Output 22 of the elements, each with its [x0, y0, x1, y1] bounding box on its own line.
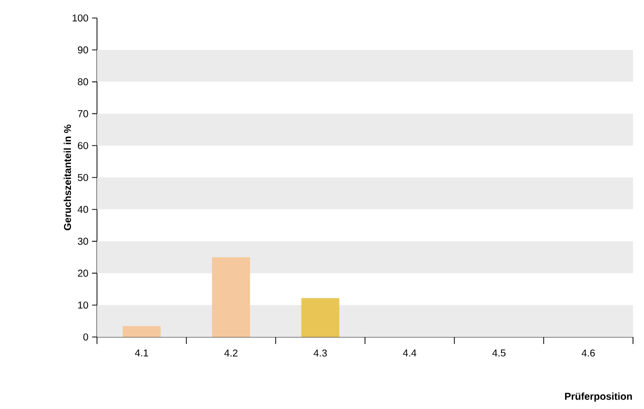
y-tick-label: 60: [78, 142, 88, 150]
bar: [301, 298, 340, 337]
x-tick-label: 4.1: [134, 349, 148, 356]
y-tick-label: 30: [78, 238, 88, 245]
bar: [212, 257, 250, 337]
y-axis-title: Geruchszeitanteil in %: [64, 124, 72, 230]
y-tick-label: 90: [78, 46, 88, 54]
y-tick-label: 40: [78, 206, 88, 213]
y-tick-label: 50: [78, 174, 88, 182]
x-tick-label: 4.2: [224, 349, 238, 356]
y-tick-label: 20: [78, 270, 88, 277]
y-tick-label: 0: [83, 333, 88, 341]
bar: [122, 326, 161, 337]
x-tick-label: 4.4: [402, 349, 416, 356]
x-tick-label: 4.5: [492, 349, 506, 356]
y-tick-label: 80: [78, 78, 88, 86]
x-axis-title: Prüferposition: [565, 392, 632, 402]
x-tick-label: 4.6: [582, 349, 595, 357]
x-tick-label: 4.3: [314, 349, 327, 357]
y-tick-label: 10: [78, 302, 88, 309]
y-tick-label: 70: [78, 110, 88, 118]
y-tick-label: 100: [72, 14, 88, 22]
